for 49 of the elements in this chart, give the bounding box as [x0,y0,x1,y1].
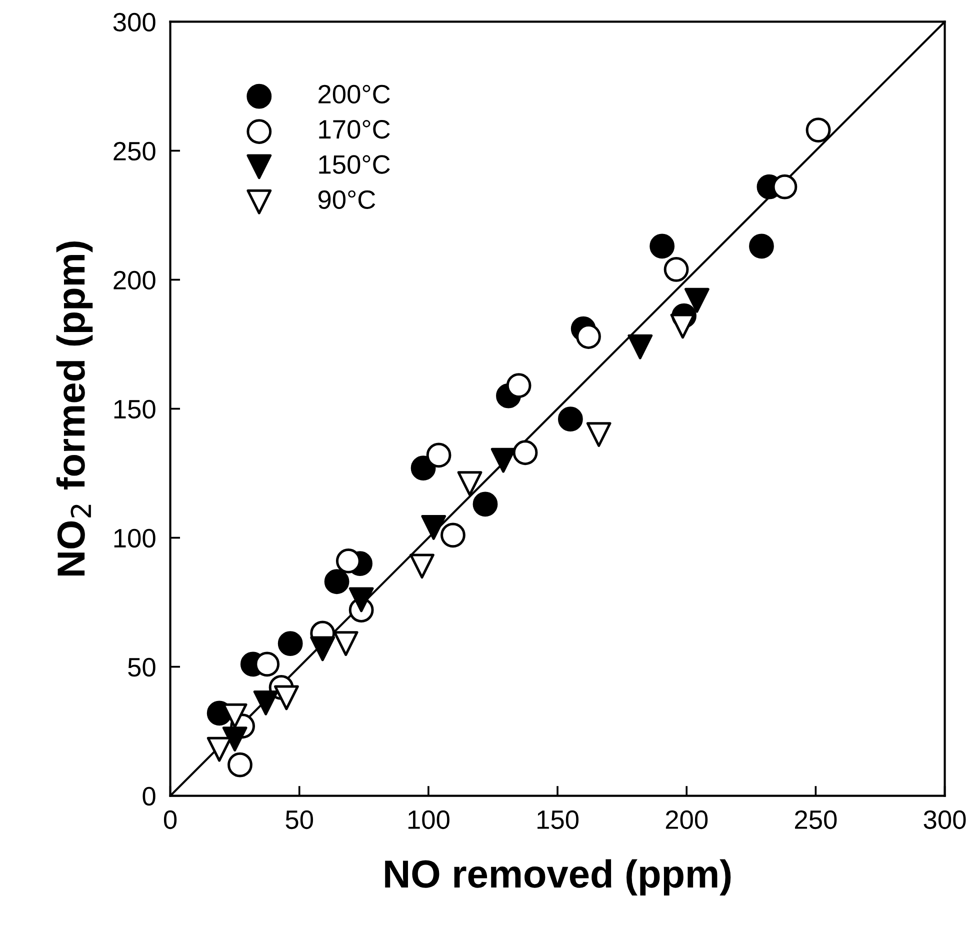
point [628,334,653,360]
y-tick-label: 300 [113,12,156,32]
y-axis-title: NO$_{2}$ formed (ppm) [56,242,93,576]
legend-label: 200°C [318,84,390,104]
point [426,442,452,468]
point [586,422,612,447]
y-tick-label: 200 [114,270,156,290]
x-tick-label: 250 [795,810,837,830]
legend-label: 150°C [319,155,390,174]
y-tick-label: 0 [142,786,156,806]
point [410,456,436,481]
x-tick-label: 100 [408,810,450,830]
legend-label: 170°C [319,120,390,139]
y-tick-label: 50 [128,658,156,677]
point [253,690,278,716]
point [684,288,710,313]
point [576,324,601,349]
point [310,636,336,662]
point [421,514,446,540]
point [206,736,232,762]
x-tick-label: 0 [164,810,177,830]
point [274,685,299,710]
x-tick-label: 50 [286,810,314,830]
point [749,234,774,259]
legend-label: 90°C [318,190,376,210]
point [490,448,516,473]
point [440,522,466,548]
point [410,554,434,579]
point [806,118,831,143]
point [228,752,252,778]
point [472,492,498,517]
x-tick-label: 200 [666,810,708,830]
x-tick-label: 150 [538,810,579,830]
y-tick-label: 100 [114,528,156,548]
y-tick-label: 150 [114,400,156,419]
point [278,631,303,656]
point [512,440,538,466]
point [650,234,675,259]
point [558,406,583,432]
point [333,631,358,656]
point [348,587,374,612]
point [324,569,350,594]
x-tick-label: 300 [924,810,966,830]
x-axis-title: NO removed (ppm) [385,859,731,896]
point [506,373,532,398]
y-tick-label: 250 [114,142,156,161]
point [664,256,689,282]
point [222,726,248,752]
point [457,471,482,496]
